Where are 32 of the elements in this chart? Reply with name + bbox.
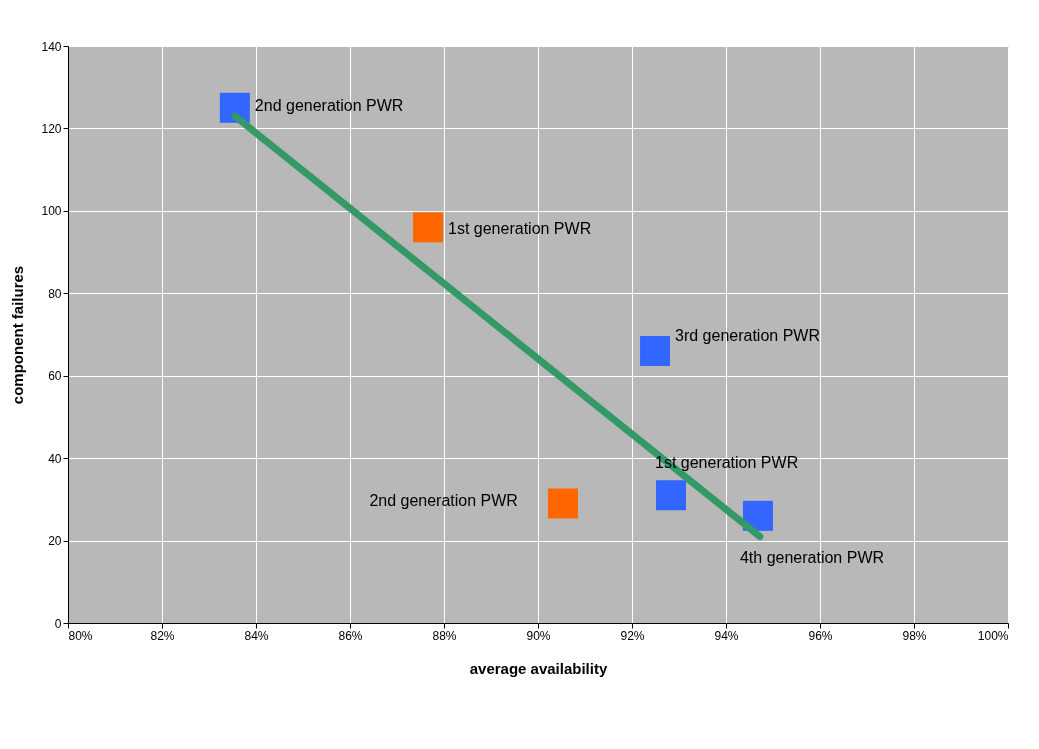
point	[656, 480, 687, 511]
x-tick-label: 82%	[150, 628, 175, 643]
x-tick-label: 92%	[620, 628, 645, 643]
y-tick-label: 40	[48, 451, 62, 466]
x-tick-label: 86%	[338, 628, 363, 643]
x-tick-label: 96%	[808, 628, 833, 643]
x-tick-label: 80%	[68, 628, 93, 643]
annotation: 1st generation PWR	[448, 220, 592, 238]
x-tick-label: 94%	[714, 628, 739, 643]
y-tick-label: 60	[48, 369, 62, 384]
x-axis-title: average availability	[469, 659, 608, 677]
x-tick-label: 98%	[902, 628, 927, 643]
y-tick-label: 80	[48, 286, 62, 301]
x-tick-label: 100%	[977, 628, 1009, 643]
annotation: 1st generation PWR	[655, 454, 799, 472]
y-tick-label: 140	[41, 39, 62, 54]
point	[547, 488, 578, 519]
annotation: 2nd generation PWR	[254, 96, 404, 114]
x-tick-label: 84%	[244, 628, 269, 643]
annotation: 3rd generation PWR	[675, 326, 820, 344]
y-tick-label: 120	[41, 121, 62, 136]
y-tick-label: 100	[41, 204, 62, 219]
y-axis-title: component failures	[9, 265, 27, 405]
point	[413, 212, 444, 243]
annotation: 4th generation PWR	[739, 548, 885, 566]
annotation: 2nd generation PWR	[369, 492, 518, 510]
x-tick-label: 88%	[432, 628, 457, 643]
point	[742, 500, 773, 531]
point	[640, 335, 671, 366]
y-tick-label: 0	[54, 616, 62, 631]
x-tick-label: 90%	[526, 628, 551, 643]
y-tick-label: 20	[48, 534, 62, 549]
